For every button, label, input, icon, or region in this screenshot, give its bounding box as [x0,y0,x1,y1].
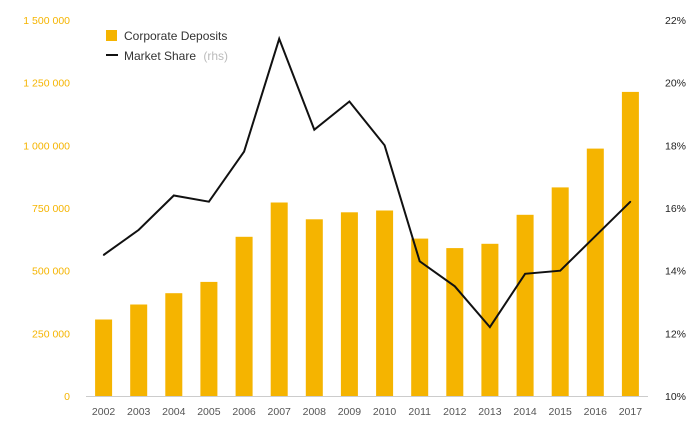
x-axis-tick-label: 2005 [197,406,221,418]
x-axis-tick-label: 2017 [619,406,643,418]
line-layer [102,35,632,329]
x-axis-tick-label: 2012 [443,406,467,418]
bar-2003 [130,304,148,396]
line-point-2004 [173,194,175,197]
left-axis-tick-label: 250 000 [32,328,70,340]
bar-2004 [165,293,183,396]
x-axis-tick-label: 2016 [584,406,608,418]
x-axis-tick-label: 2014 [513,406,537,418]
x-axis-tick-label: 2013 [478,406,502,418]
market-share-line [103,35,632,329]
line-point-2012 [454,285,456,288]
right-axis-tick-label: 22% [665,15,686,27]
left-axis-tick-label: 750 000 [32,203,70,215]
legend-item-corporate-deposits: Corporate Deposits [106,29,227,43]
line-point-2017 [629,200,632,203]
x-axis-tick-label: 2015 [549,406,573,418]
legend-label: Corporate Deposits [124,29,227,43]
legend-label-suffix: (rhs) [203,49,228,63]
right-axis-tick-label: 18% [665,140,686,152]
left-axis-tick-label: 1 250 000 [23,78,70,90]
bar-2015 [551,187,569,396]
left-axis-tick-label: 1 000 000 [23,140,70,152]
right-axis-tick-label: 20% [665,78,686,90]
right-axis-tick-label: 10% [665,391,686,403]
x-axis-tick-label: 2003 [127,406,151,418]
line-point-2005 [208,200,210,203]
x-axis-tick-label: 2010 [373,406,397,418]
line-point-2014 [524,273,526,275]
line-point-2007 [278,38,281,40]
line-point-2002 [102,254,105,256]
right-axis-tick-label: 16% [665,203,686,215]
left-axis-tick-label: 1 500 000 [23,15,70,27]
bar-2008 [305,219,323,396]
x-axis-tick-label: 2006 [232,406,256,418]
right-axis-tick-label: 12% [665,328,686,340]
bar-2017 [621,91,639,397]
line-point-2009 [348,100,351,103]
bar-2011 [411,238,429,396]
bar-2014 [516,214,534,396]
x-axis-tick-label: 2004 [162,406,186,418]
line-point-2015 [559,269,561,272]
x-axis-tick-label: 2007 [268,406,292,418]
line-point-2016 [594,235,597,237]
x-axis-tick-label: 2009 [338,406,362,418]
bar-2005 [200,281,218,396]
line-point-2013 [489,326,491,328]
line-point-2008 [313,128,316,131]
x-axis-tick-label: 2008 [303,406,327,418]
right-axis-tick-label: 14% [665,266,686,278]
right-axis-ticks: 10% 12% 14% 16% 18% 20% 22% [665,15,686,403]
bar-2016 [586,148,604,396]
x-axis-ticks: 2002 2003 2004 2005 2006 2007 2008 2009 2010 2011… [92,406,642,418]
left-axis-tick-label: 500 000 [32,266,70,278]
bar-2006 [235,236,253,396]
bar-2009 [340,212,358,396]
left-axis-tick-label: 0 [64,391,70,403]
bar-2013 [481,243,499,396]
line-point-2011 [418,260,421,263]
bar-2007 [270,202,288,396]
legend-label: Market Share (rhs) [124,49,228,63]
bar-2012 [446,248,464,396]
bar-2010 [376,210,394,396]
legend-item-market-share: Market Share (rhs) [106,49,228,63]
line-point-2006 [243,150,245,153]
bar-2002 [95,319,113,396]
legend-label-text: Market Share [124,49,196,63]
left-axis-ticks: 0 250 000 500 000 750 000 1 000 000 1 250 000… [23,15,70,403]
x-axis-tick-label: 2002 [92,406,116,418]
x-axis-tick-label: 2011 [408,406,431,418]
legend: Corporate Deposits Market Share (rhs) [106,29,228,63]
bars-layer [95,91,639,397]
line-point-2010 [383,144,386,147]
legend-swatch-square-icon [106,30,117,41]
line-point-2003 [137,229,140,231]
